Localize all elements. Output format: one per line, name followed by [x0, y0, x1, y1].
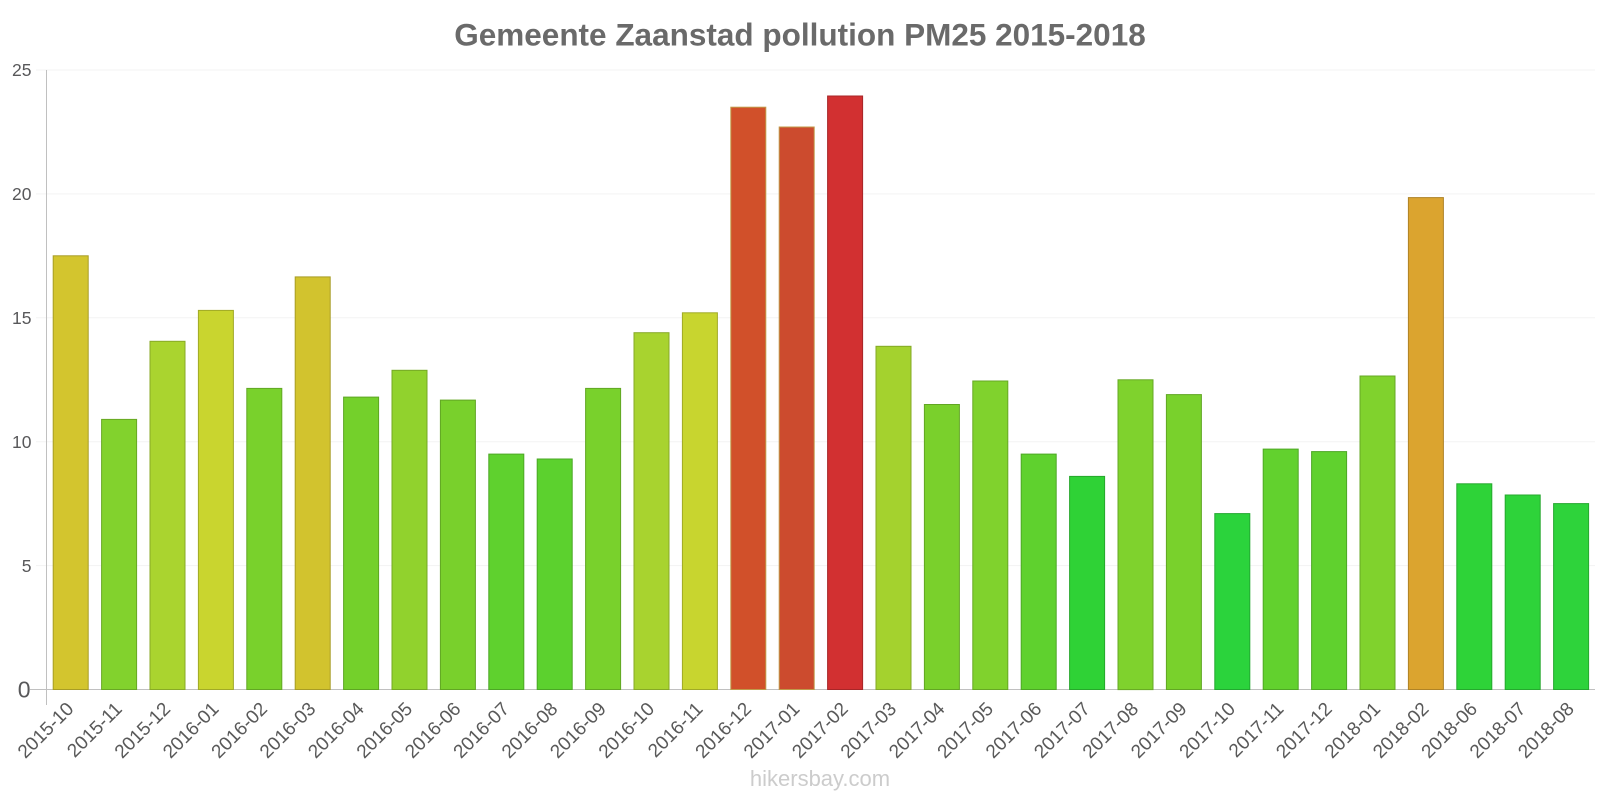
svg-text:5: 5 — [22, 556, 32, 576]
svg-text:Gemeente Zaanstad pollution PM: Gemeente Zaanstad pollution PM25 2015-20… — [454, 17, 1146, 53]
svg-text:25: 25 — [12, 60, 31, 80]
svg-text:10: 10 — [12, 432, 32, 452]
svg-text:hikersbay.com: hikersbay.com — [750, 766, 890, 791]
svg-text:20: 20 — [12, 184, 32, 204]
svg-text:0: 0 — [18, 677, 31, 703]
svg-text:15: 15 — [12, 308, 31, 328]
